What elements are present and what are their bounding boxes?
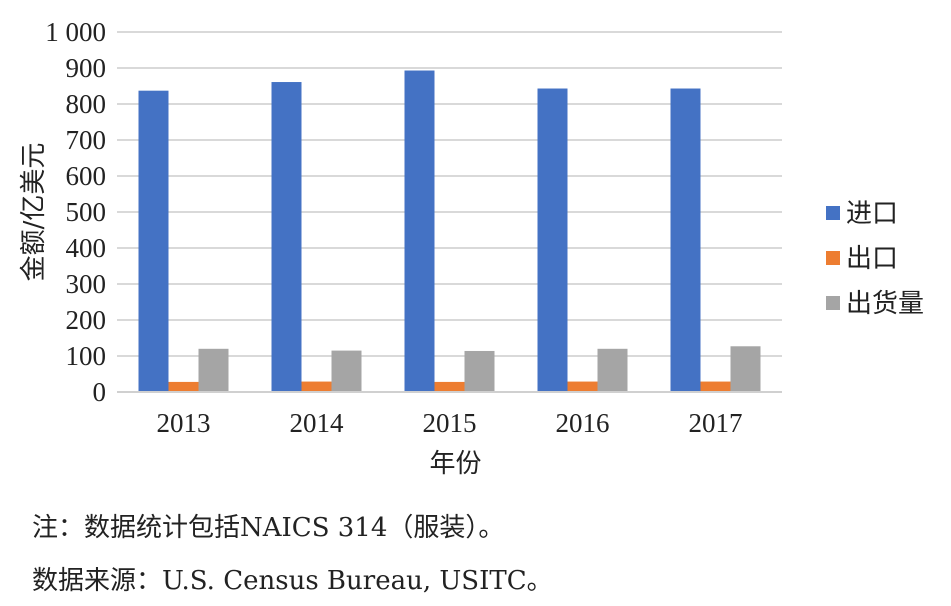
- y-axis-title: 金额/亿美元: [19, 143, 49, 282]
- x-axis-ticks: 2013 2014 2015 2016 2017: [157, 408, 743, 438]
- footnote-note: 注：数据统计包括NAICS 314（服装）。: [32, 513, 505, 543]
- footnote-source: 数据来源：U.S. Census Bureau, USITC。: [32, 566, 553, 596]
- x-tick-label: 2014: [290, 408, 345, 438]
- y-tick-label: 1 000: [45, 17, 106, 47]
- bar-2017-2: [730, 346, 761, 392]
- legend-swatch: [826, 206, 840, 220]
- x-tick-label: 2017: [689, 408, 743, 438]
- y-tick-label: 900: [66, 53, 107, 83]
- bar-2014-1: [301, 381, 332, 392]
- bar-2017-0: [670, 88, 701, 393]
- bar-2015-2: [464, 350, 495, 392]
- x-tick-label: 2013: [157, 408, 211, 438]
- x-tick-label: 2016: [556, 408, 610, 438]
- y-tick-label: 500: [66, 197, 107, 227]
- legend-label: 出口: [846, 244, 898, 274]
- y-tick-label: 100: [66, 341, 107, 371]
- bar-2016-2: [597, 348, 628, 392]
- bar-2015-0: [404, 70, 435, 393]
- y-tick-label: 0: [93, 377, 107, 407]
- bar-2013-1: [168, 381, 199, 392]
- gridlines: [117, 31, 782, 357]
- y-tick-label: 300: [66, 269, 107, 299]
- y-axis-ticks: 0 100 200 300 400 500 600 700 800 900 1 000: [45, 17, 106, 407]
- y-tick-label: 600: [66, 161, 107, 191]
- legend-swatch: [826, 296, 840, 310]
- x-axis-title: 年份: [429, 449, 481, 479]
- bar-2017-1: [700, 381, 731, 392]
- bar-2013-0: [138, 90, 169, 393]
- legend-label: 出货量: [846, 289, 924, 319]
- legend-label: 进口: [846, 199, 898, 229]
- y-tick-label: 200: [66, 305, 107, 335]
- bar-2013-2: [198, 348, 229, 392]
- bar-2016-0: [537, 88, 568, 393]
- bars: [138, 70, 761, 393]
- legend-swatch: [826, 251, 840, 265]
- y-tick-label: 700: [66, 125, 107, 155]
- x-tick-label: 2015: [423, 408, 477, 438]
- bar-2014-0: [271, 82, 302, 392]
- bar-2015-1: [434, 381, 465, 392]
- bar-2016-1: [567, 381, 598, 392]
- y-tick-label: 800: [66, 89, 107, 119]
- bar-2014-2: [331, 350, 362, 392]
- y-tick-label: 400: [66, 233, 107, 263]
